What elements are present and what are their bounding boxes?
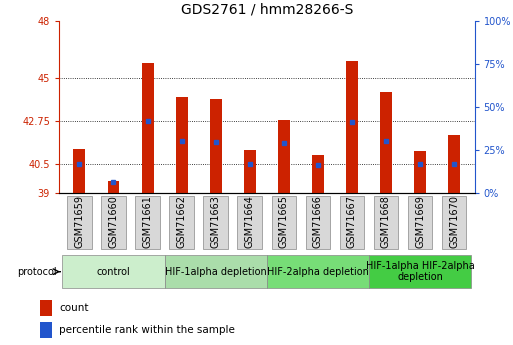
FancyBboxPatch shape	[271, 196, 296, 249]
Bar	[346, 61, 358, 193]
Text: GSM71666: GSM71666	[313, 195, 323, 248]
FancyBboxPatch shape	[306, 196, 330, 249]
Text: percentile rank within the sample: percentile rank within the sample	[60, 325, 235, 335]
FancyBboxPatch shape	[165, 255, 267, 288]
Bar	[278, 120, 290, 193]
FancyBboxPatch shape	[204, 196, 228, 249]
Text: GSM71659: GSM71659	[74, 195, 85, 248]
Text: GSM71665: GSM71665	[279, 195, 289, 248]
Text: control: control	[96, 267, 130, 277]
Bar	[210, 99, 222, 193]
FancyBboxPatch shape	[267, 255, 369, 288]
Text: HIF-2alpha depletion: HIF-2alpha depletion	[267, 267, 369, 277]
Bar	[40, 322, 52, 338]
Bar	[414, 151, 426, 193]
FancyBboxPatch shape	[169, 196, 194, 249]
Text: GSM71662: GSM71662	[176, 195, 187, 248]
Text: GSM71661: GSM71661	[143, 195, 152, 248]
Text: protocol: protocol	[17, 267, 56, 277]
Text: GSM71669: GSM71669	[415, 195, 425, 248]
Bar	[244, 150, 255, 193]
Bar	[312, 155, 324, 193]
Text: GSM71668: GSM71668	[381, 195, 391, 248]
Bar	[142, 63, 153, 193]
Text: GSM71663: GSM71663	[211, 195, 221, 248]
Bar	[448, 135, 460, 193]
FancyBboxPatch shape	[67, 196, 92, 249]
Bar	[108, 181, 120, 193]
FancyBboxPatch shape	[135, 196, 160, 249]
Bar	[73, 149, 85, 193]
FancyBboxPatch shape	[63, 255, 165, 288]
FancyBboxPatch shape	[238, 196, 262, 249]
FancyBboxPatch shape	[369, 255, 471, 288]
Text: GSM71664: GSM71664	[245, 195, 255, 248]
Bar	[40, 299, 52, 316]
Title: GDS2761 / hmm28266-S: GDS2761 / hmm28266-S	[181, 3, 353, 17]
Text: GSM71667: GSM71667	[347, 195, 357, 248]
FancyBboxPatch shape	[101, 196, 126, 249]
Text: HIF-1alpha HIF-2alpha
depletion: HIF-1alpha HIF-2alpha depletion	[366, 261, 475, 283]
Bar	[380, 92, 392, 193]
FancyBboxPatch shape	[442, 196, 466, 249]
Bar	[175, 97, 188, 193]
FancyBboxPatch shape	[373, 196, 398, 249]
Text: count: count	[60, 303, 89, 313]
FancyBboxPatch shape	[340, 196, 364, 249]
Text: HIF-1alpha depletion: HIF-1alpha depletion	[165, 267, 267, 277]
FancyBboxPatch shape	[408, 196, 432, 249]
Text: GSM71670: GSM71670	[449, 195, 459, 248]
Text: GSM71660: GSM71660	[108, 195, 119, 248]
